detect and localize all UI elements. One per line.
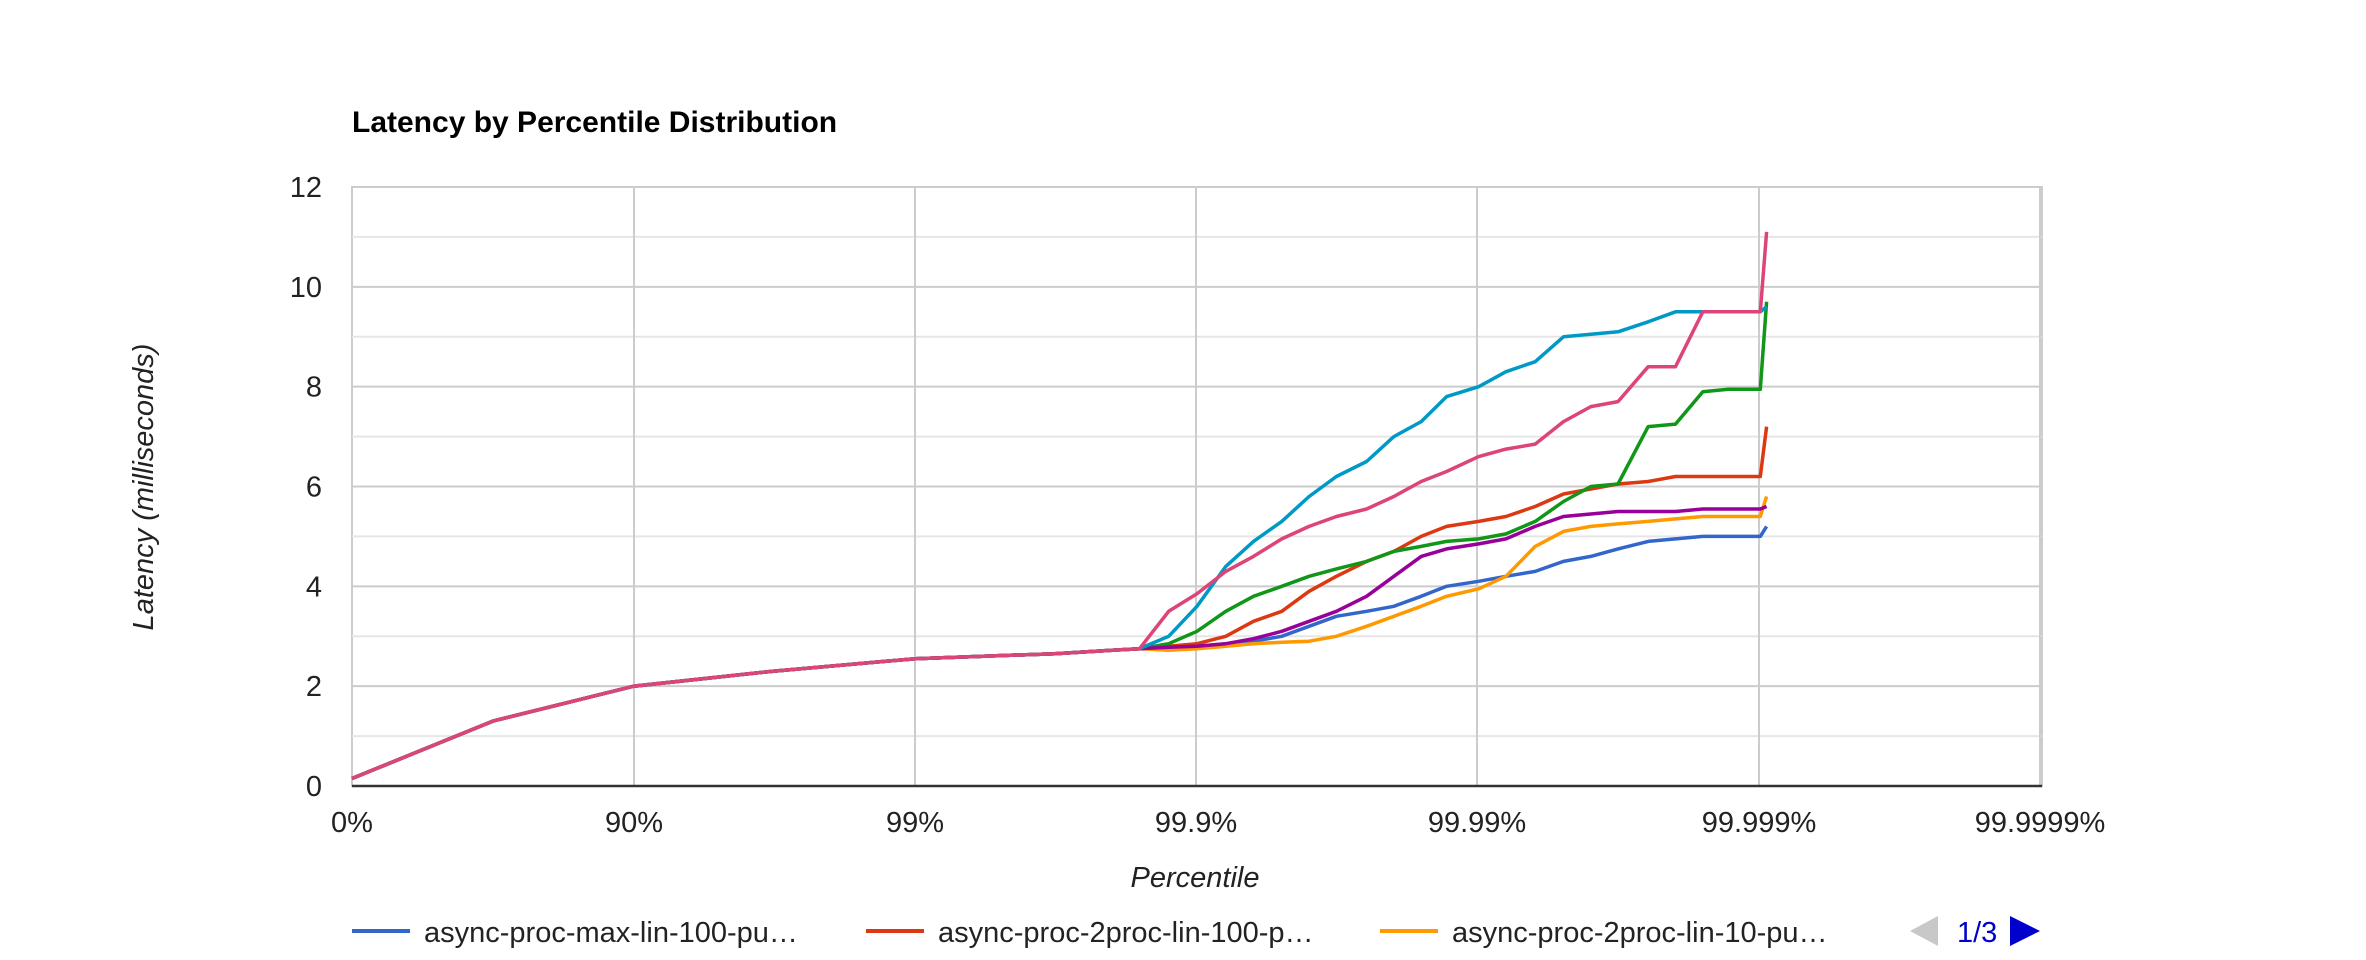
legend-label[interactable]: async-proc-2proc-lin-10-pu… — [1452, 917, 1828, 949]
series-lines — [351, 231, 1769, 781]
y-tick-label: 8 — [306, 372, 322, 404]
y-tick-label: 4 — [306, 571, 322, 603]
x-tick-label: 99.99% — [1428, 807, 1526, 839]
triangle-right-icon[interactable] — [2010, 916, 2040, 946]
legend-page-indicator: 1/3 — [1957, 917, 1997, 949]
x-axis-ticks: 0% 90% 99% 99.9% 99.99% 99.999% 99.9999% — [331, 807, 2105, 839]
x-tick-label: 0% — [331, 807, 373, 839]
series-line — [351, 231, 1769, 781]
x-tick-label: 90% — [605, 807, 663, 839]
y-axis-title: Latency (milliseconds) — [128, 344, 160, 631]
x-tick-label: 99.9% — [1155, 807, 1237, 839]
x-tick-label: 99% — [886, 807, 944, 839]
y-tick-label: 2 — [306, 671, 322, 703]
y-tick-label: 10 — [290, 272, 322, 304]
y-axis-ticks: 0 2 4 6 8 10 12 — [290, 172, 322, 803]
x-tick-label: 99.9999% — [1975, 807, 2106, 839]
y-tick-label: 6 — [306, 472, 322, 504]
grid-lines — [352, 187, 2042, 788]
y-tick-label: 0 — [306, 771, 322, 803]
triangle-left-icon[interactable] — [1910, 916, 1938, 946]
x-axis-title: Percentile — [1131, 862, 1260, 894]
x-tick-label: 99.999% — [1702, 807, 1817, 839]
legend-label[interactable]: async-proc-2proc-lin-100-p… — [938, 917, 1314, 949]
legend-label[interactable]: async-proc-max-lin-100-pu… — [424, 917, 798, 949]
legend-pager: 1/3 — [1910, 916, 2040, 949]
y-tick-label: 12 — [290, 172, 322, 204]
legend: async-proc-max-lin-100-pu… async-proc-2pr… — [352, 917, 1828, 949]
chart-title: Latency by Percentile Distribution — [352, 106, 837, 139]
